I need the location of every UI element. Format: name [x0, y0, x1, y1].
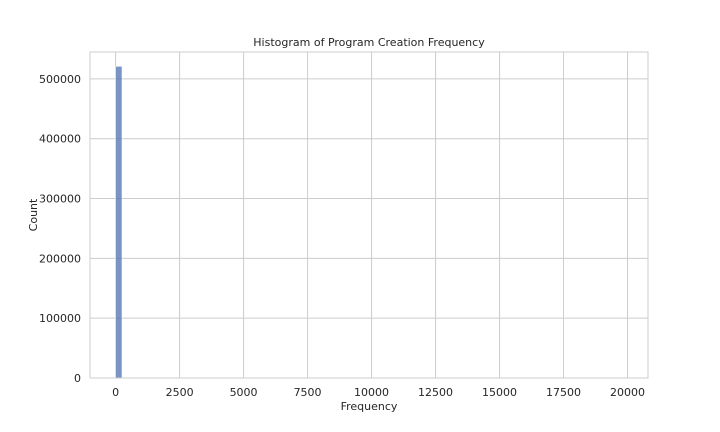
chart-title: Histogram of Program Creation Frequency: [253, 36, 485, 49]
x-tick-label: 20000: [610, 386, 645, 399]
x-tick-label: 2500: [166, 386, 194, 399]
y-tick-label: 0: [74, 372, 81, 385]
bars-layer: [115, 66, 123, 379]
histogram-bar: [115, 66, 123, 379]
y-tick-labels: 0 100000 200000 300000 400000 500000: [39, 73, 81, 385]
x-tick-label: 0: [112, 386, 119, 399]
plot-frame: [89, 51, 649, 379]
x-tick-label: 10000: [354, 386, 389, 399]
y-axis-title: Count: [27, 198, 40, 231]
x-tick-labels: 0 2500 5000 7500 10000 12500 15000 17500 20000: [112, 386, 645, 399]
y-tick-label: 200000: [39, 252, 81, 265]
x-tick-label: 5000: [230, 386, 258, 399]
x-tick-label: 15000: [482, 386, 517, 399]
y-tick-label: 500000: [39, 73, 81, 86]
y-tick-label: 400000: [39, 133, 81, 146]
x-tick-label: 17500: [546, 386, 581, 399]
y-tick-label: 300000: [39, 193, 81, 206]
x-axis-title: Frequency: [341, 400, 398, 413]
grid-layer: [90, 52, 648, 379]
y-tick-label: 100000: [39, 312, 81, 325]
x-tick-label: 12500: [418, 386, 453, 399]
x-tick-label: 7500: [294, 386, 322, 399]
